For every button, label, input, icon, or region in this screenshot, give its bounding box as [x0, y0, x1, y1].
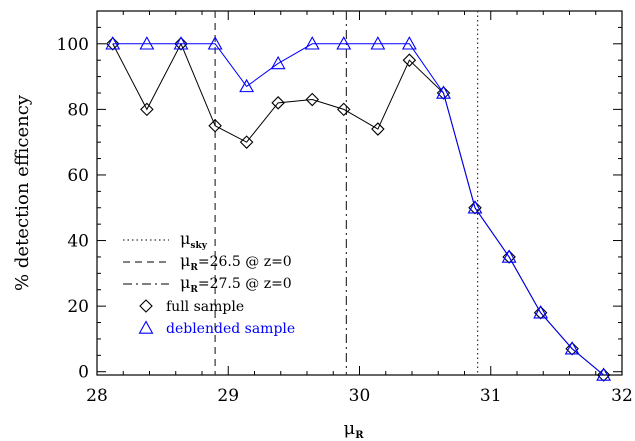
legend-condition: =26.5 @ z=0 [198, 254, 292, 270]
y-axis-label: % detection efficency [12, 94, 33, 291]
y-tick-label: 20 [67, 297, 89, 317]
x-tick-label: 31 [480, 386, 502, 406]
series-line-1 [112, 43, 604, 376]
data-point-diamond [533, 305, 548, 320]
legend-subscript: R [190, 263, 198, 273]
legend-subscript: sky [190, 241, 207, 251]
legend-marker-diamond [139, 299, 153, 313]
data-point-diamond [305, 92, 320, 107]
data-point-triangle [173, 36, 189, 50]
y-tick-label: 40 [67, 232, 89, 252]
x-axis-label-symbol: μ [343, 418, 355, 439]
data-point-triangle [239, 78, 255, 93]
data-point-triangle [436, 85, 451, 99]
data-point-triangle [270, 55, 286, 70]
data-point-diamond [468, 200, 482, 215]
y-tick-label: 100 [57, 35, 89, 55]
data-point-diamond [502, 250, 516, 264]
legend-entry-triangle: deblended sample [166, 321, 295, 337]
x-tick-label: 29 [217, 386, 239, 406]
legend-symbol: μ [180, 273, 190, 292]
legend-subscript: R [190, 285, 198, 295]
data-point-diamond [174, 37, 188, 51]
data-point-diamond [596, 368, 611, 382]
y-tick-label: 80 [67, 100, 89, 120]
y-tick-label: 60 [67, 166, 89, 186]
data-point-diamond [271, 96, 285, 110]
y-tick-label: 0 [78, 363, 89, 383]
data-point-triangle [564, 341, 580, 355]
legend-entry-dashdot: μR=27.5 @ z=0 [180, 273, 292, 295]
legend-condition: =27.5 @ z=0 [198, 276, 292, 292]
data-point-triangle [139, 36, 155, 50]
data-point-diamond [371, 122, 385, 136]
data-point-triangle [304, 36, 320, 50]
x-tick-label: 28 [86, 386, 108, 406]
data-point-triangle [336, 36, 352, 50]
data-point-triangle [467, 200, 483, 214]
legend-marker-triangle [138, 320, 154, 334]
legend-entry-dotted: μsky [180, 229, 208, 251]
x-tick-label: 32 [611, 386, 633, 406]
data-point-triangle [501, 249, 517, 263]
data-point-triangle [207, 36, 223, 50]
data-point-triangle [370, 36, 386, 50]
legend-entry-dashed: μR=26.5 @ z=0 [180, 251, 292, 273]
data-point-diamond [336, 102, 351, 117]
data-point-triangle [596, 367, 612, 381]
data-point-diamond [436, 86, 451, 100]
x-axis-label-subscript: R [355, 430, 364, 441]
data-point-triangle [105, 36, 121, 50]
data-point-diamond [105, 37, 120, 51]
legend-symbol: μ [180, 251, 190, 270]
data-point-diamond [208, 118, 222, 133]
data-point-triangle [533, 305, 549, 319]
x-axis-label: μR [343, 418, 364, 441]
data-point-triangle [401, 36, 417, 50]
legend-entry-diamond: full sample [166, 299, 244, 315]
x-tick-label: 30 [349, 386, 371, 406]
data-point-diamond [565, 341, 579, 356]
data-point-diamond [402, 53, 417, 67]
data-point-diamond [239, 135, 254, 149]
data-point-diamond [140, 102, 154, 117]
legend-symbol: μ [180, 229, 190, 248]
